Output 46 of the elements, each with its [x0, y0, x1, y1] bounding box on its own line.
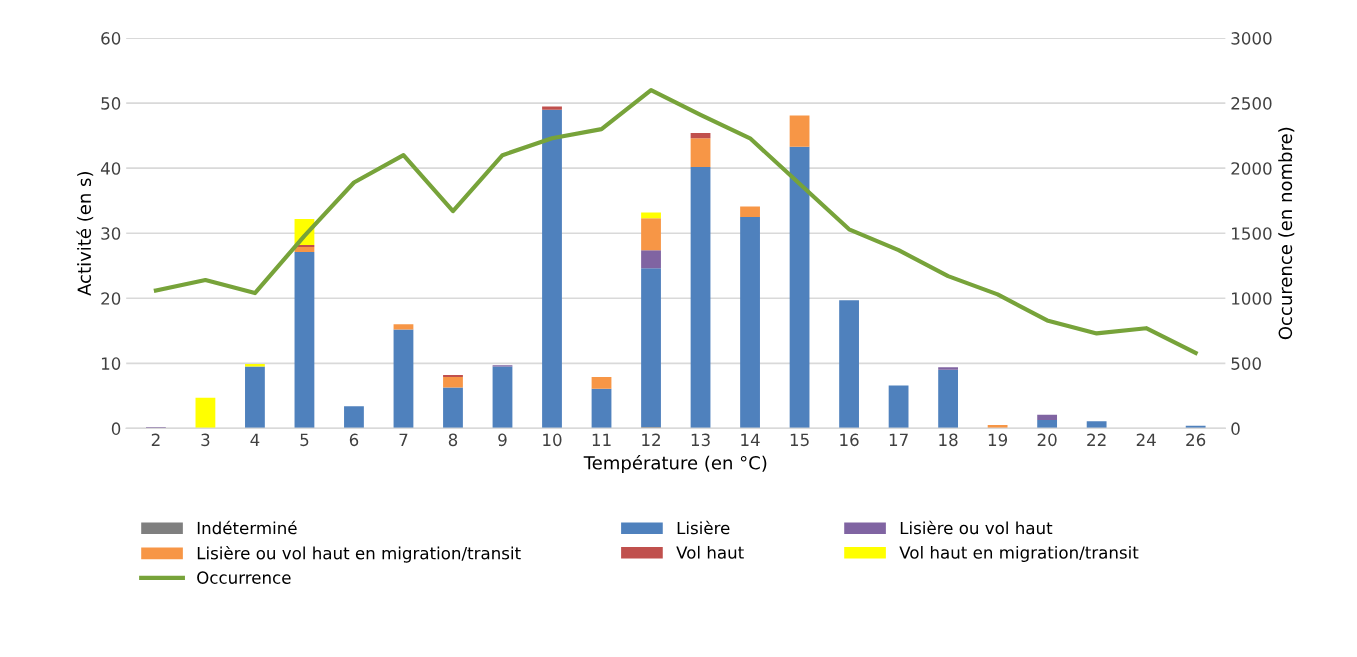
- x-tick-label: 19: [988, 433, 1008, 447]
- x-tick-label: 17: [889, 433, 908, 446]
- x-tick-label: 9: [498, 433, 507, 447]
- x-tick-label: 11: [592, 433, 611, 446]
- x-tick-label: 6: [349, 433, 359, 447]
- x-tick-label: 5: [300, 433, 309, 447]
- x-tick-label: 10: [543, 433, 562, 447]
- x-tick-label: 18: [939, 433, 958, 447]
- y2-tick-label: 0: [1231, 422, 1240, 435]
- x-tick-label: 26: [1186, 433, 1206, 447]
- legend-label: Lisière: [677, 520, 730, 535]
- y-tick-label: 40: [100, 162, 121, 175]
- legend-label: Vol haut en migration/transit: [899, 545, 1139, 563]
- x-tick-label: 4: [250, 433, 260, 446]
- x-tick-label: 8: [448, 433, 458, 447]
- x-tick-label: 22: [1087, 433, 1106, 446]
- legend-label: Indéterminé: [197, 520, 297, 535]
- x-tick-label: 3: [201, 433, 210, 447]
- y2-tick-label: 3000: [1231, 32, 1272, 45]
- y2-tick-label: 1000: [1232, 292, 1272, 305]
- legend-label: Occurrence: [197, 571, 291, 584]
- y-tick-label: 0: [111, 422, 121, 435]
- legend-label: Vol haut: [676, 545, 744, 559]
- legend-label: Lisière ou vol haut: [900, 520, 1053, 535]
- y2-axis-title: Occurence (en nombre): [1278, 127, 1295, 340]
- x-tick-label: 14: [741, 433, 760, 446]
- y-tick-label: 20: [101, 292, 121, 305]
- legend-label: Lisière ou vol haut en migration/transit: [197, 545, 521, 563]
- x-tick-label: 13: [691, 433, 710, 447]
- y-axis-title: Activité (en s): [76, 172, 94, 296]
- x-tick-label: 12: [642, 433, 660, 446]
- y-tick-label: 10: [101, 357, 121, 370]
- x-tick-label: 24: [1136, 433, 1156, 446]
- y2-tick-label: 2500: [1231, 97, 1272, 110]
- x-tick-label: 2: [151, 433, 160, 446]
- y-tick-label: 60: [101, 32, 121, 45]
- y2-tick-label: 500: [1231, 357, 1261, 370]
- x-tick-label: 7: [399, 433, 408, 446]
- x-tick-label: 16: [840, 433, 859, 447]
- y-tick-label: 30: [101, 227, 121, 240]
- y2-tick-label: 1500: [1232, 227, 1272, 240]
- x-axis-title: Température (en °C): [583, 454, 767, 474]
- x-tick-label: 15: [790, 433, 809, 447]
- y2-tick-label: 2000: [1231, 162, 1272, 175]
- y-tick-label: 50: [101, 97, 121, 110]
- x-tick-label: 20: [1037, 433, 1057, 447]
